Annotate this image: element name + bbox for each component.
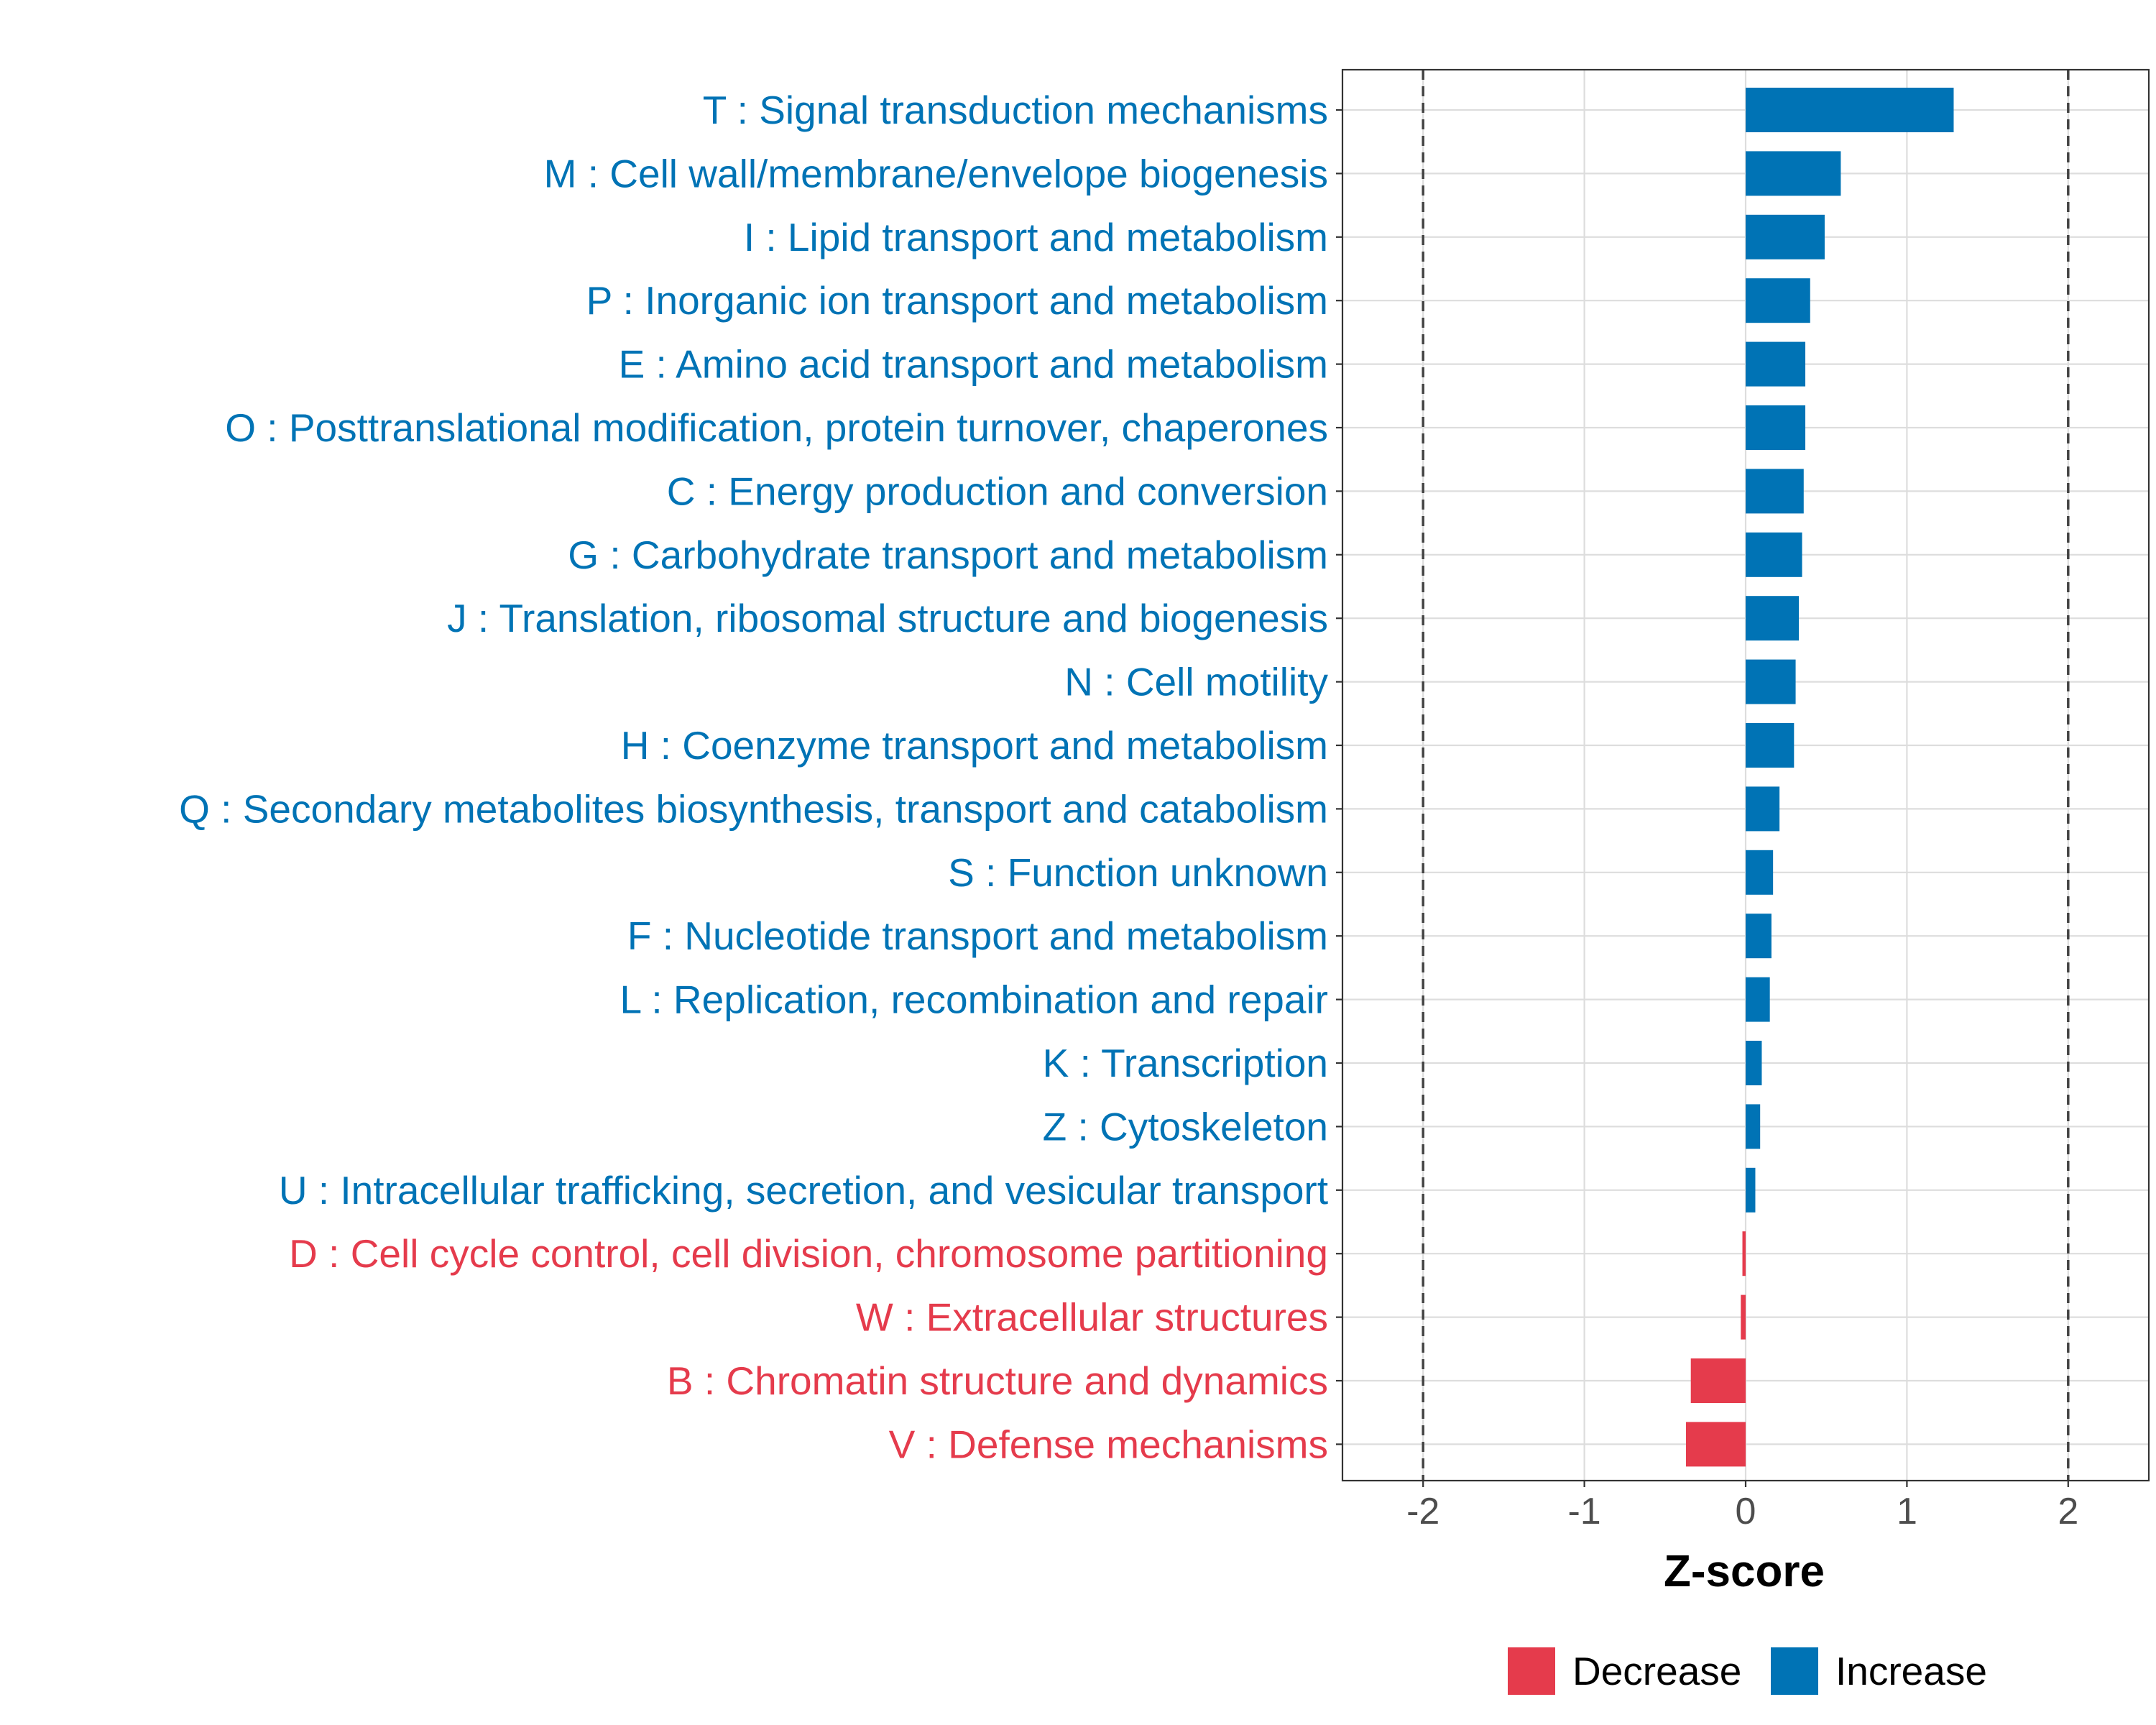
bars: [1685, 88, 1954, 1467]
legend-label: Increase: [1835, 1649, 1987, 1693]
x-axis: -2 -1 0 1 2: [1406, 1481, 2078, 1532]
y-tick-label: W : Extracellular structures: [856, 1295, 1328, 1340]
x-tick-label: 0: [1736, 1491, 1756, 1532]
bar: [1746, 88, 1954, 132]
bar: [1746, 469, 1804, 514]
bar: [1746, 914, 1772, 959]
y-tick-label: J : Translation, ribosomal structure and…: [447, 596, 1328, 640]
bar: [1746, 1041, 1762, 1085]
bar: [1685, 1422, 1746, 1467]
y-tick-label: H : Coenzyme transport and metabolism: [621, 723, 1328, 768]
bar: [1746, 850, 1774, 895]
bar: [1746, 278, 1810, 323]
bar: [1746, 341, 1806, 387]
y-tick-label: L : Replication, recombination and repai…: [620, 978, 1328, 1022]
y-tick-label: S : Function unknown: [948, 850, 1328, 895]
y-tick-label: D : Cell cycle control, cell division, c…: [289, 1231, 1328, 1276]
y-tick-label: T : Signal transduction mechanisms: [703, 88, 1328, 132]
y-tick-label: F : Nucleotide transport and metabolism: [627, 914, 1328, 958]
bar: [1746, 596, 1800, 641]
bar: [1746, 1104, 1761, 1149]
bar: [1746, 151, 1841, 196]
legend-swatch: [1771, 1647, 1818, 1695]
x-tick-label: 2: [2058, 1491, 2078, 1532]
bar: [1746, 1167, 1756, 1213]
bar: [1746, 977, 1770, 1022]
legend-label: Decrease: [1572, 1649, 1741, 1693]
legend: Decrease Increase: [1508, 1647, 1987, 1695]
x-tick-label: -2: [1406, 1491, 1439, 1532]
y-tick-label: P : Inorganic ion transport and metaboli…: [586, 278, 1328, 323]
bar: [1741, 1294, 1746, 1340]
y-tick-label: M : Cell wall/membrane/envelope biogenes…: [544, 151, 1328, 196]
bar: [1746, 405, 1806, 450]
legend-swatch: [1508, 1647, 1555, 1695]
y-tick-label: K : Transcription: [1043, 1041, 1328, 1085]
y-tick-label: V : Defense mechanisms: [889, 1422, 1328, 1466]
y-tick-label: O : Posttranslational modification, prot…: [225, 405, 1328, 450]
y-tick-label: G : Carbohydrate transport and metabolis…: [568, 533, 1328, 577]
y-tick-label: B : Chromatin structure and dynamics: [667, 1358, 1328, 1403]
y-tick-label: Q : Secondary metabolites biosynthesis, …: [179, 786, 1328, 831]
bar: [1742, 1231, 1746, 1276]
bar: [1690, 1358, 1746, 1403]
y-tick-label: E : Amino acid transport and metabolism: [619, 342, 1328, 387]
bar: [1746, 723, 1795, 768]
bar: [1746, 214, 1825, 259]
bar: [1746, 659, 1796, 704]
x-tick-label: 1: [1897, 1491, 1917, 1532]
y-tick-label: I : Lipid transport and metabolism: [744, 215, 1328, 259]
x-axis-title: Z-score: [1664, 1547, 1825, 1596]
y-tick-label: C : Energy production and conversion: [667, 469, 1328, 513]
bar: [1746, 532, 1802, 577]
y-tick-label: U : Intracellular trafficking, secretion…: [279, 1168, 1328, 1213]
y-tick-label: Z : Cytoskeleton: [1043, 1104, 1328, 1149]
y-axis: T : Signal transduction mechanisms M : Ce…: [179, 88, 1342, 1466]
bar: [1746, 786, 1780, 832]
reference-lines: [1422, 70, 2070, 1481]
y-tick-label: N : Cell motility: [1064, 660, 1328, 704]
x-tick-label: -1: [1567, 1491, 1600, 1532]
